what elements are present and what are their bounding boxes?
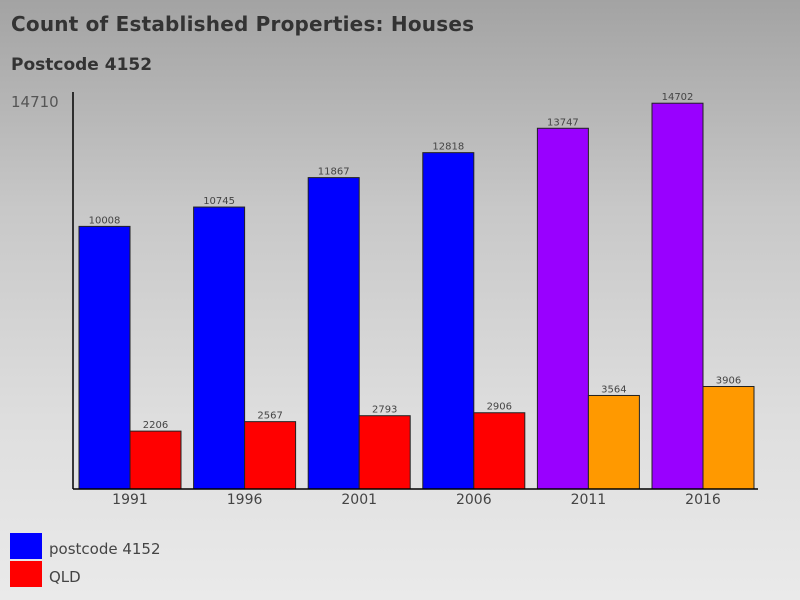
chart-title: Count of Established Properties: Houses bbox=[11, 12, 475, 36]
x-tick-label-1996: 1996 bbox=[227, 492, 263, 508]
legend-label-postcode-4152: postcode 4152 bbox=[49, 540, 161, 558]
x-tick-label-1991: 1991 bbox=[112, 492, 148, 508]
bar-postcode-4152-2016 bbox=[651, 102, 704, 490]
x-tick-label-2001: 2001 bbox=[341, 492, 377, 508]
bar-qld-2006 bbox=[473, 412, 526, 490]
legend-swatch-qld bbox=[10, 561, 42, 587]
y-max-label: 14710 bbox=[11, 93, 59, 111]
x-tick-label-2016: 2016 bbox=[685, 492, 721, 508]
x-tick-label-2011: 2011 bbox=[571, 492, 607, 508]
data-label-postcode-4152-1996: 10745 bbox=[203, 196, 235, 207]
data-label-postcode-4152-2006: 12818 bbox=[432, 142, 464, 153]
data-label-qld-2001: 2793 bbox=[372, 405, 397, 416]
bar-postcode-4152-2001 bbox=[307, 177, 360, 490]
legend-label-qld: QLD bbox=[49, 568, 81, 586]
data-label-qld-1991: 2206 bbox=[143, 420, 168, 431]
data-label-postcode-4152-2016: 14702 bbox=[662, 92, 694, 103]
chart-subtitle: Postcode 4152 bbox=[11, 55, 153, 75]
bar-postcode-4152-2006 bbox=[422, 152, 475, 490]
bar-postcode-4152-1991 bbox=[78, 225, 131, 490]
bar-qld-2011 bbox=[587, 394, 640, 490]
data-label-postcode-4152-1991: 10008 bbox=[89, 215, 121, 226]
data-label-qld-2006: 2906 bbox=[487, 402, 512, 413]
bar-qld-1991 bbox=[129, 430, 182, 490]
data-label-qld-1996: 2567 bbox=[257, 411, 282, 422]
bar-postcode-4152-1996 bbox=[193, 206, 246, 490]
data-label-postcode-4152-2011: 13747 bbox=[547, 117, 579, 128]
data-label-qld-2011: 3564 bbox=[601, 384, 626, 395]
legend-swatch-postcode-4152 bbox=[10, 533, 42, 559]
x-tick-label-2006: 2006 bbox=[456, 492, 492, 508]
data-label-postcode-4152-2001: 11867 bbox=[318, 167, 350, 178]
bar-postcode-4152-2011 bbox=[536, 127, 589, 490]
data-label-qld-2016: 3906 bbox=[716, 376, 741, 387]
bar-qld-1996 bbox=[244, 421, 297, 490]
bar-qld-2016 bbox=[702, 386, 755, 490]
bar-qld-2001 bbox=[358, 415, 411, 490]
